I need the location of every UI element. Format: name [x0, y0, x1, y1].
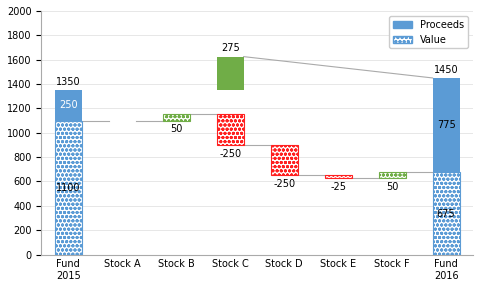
Text: 1100: 1100: [56, 183, 81, 193]
Text: -250: -250: [273, 179, 295, 189]
Text: 1350: 1350: [56, 77, 81, 87]
Bar: [432, 172, 459, 255]
Text: 275: 275: [221, 43, 240, 53]
Bar: [55, 90, 82, 121]
Bar: [216, 57, 244, 90]
Bar: [379, 172, 406, 179]
Legend: Proceeds, Value: Proceeds, Value: [389, 16, 468, 48]
Text: 50: 50: [386, 182, 398, 192]
Text: -25: -25: [330, 182, 346, 192]
Text: 250: 250: [59, 100, 78, 110]
Bar: [271, 145, 298, 175]
Text: 675: 675: [437, 209, 456, 219]
Bar: [432, 78, 459, 172]
Bar: [55, 121, 82, 255]
Text: 50: 50: [170, 124, 182, 134]
Bar: [163, 115, 190, 121]
Bar: [216, 115, 244, 145]
Text: -250: -250: [219, 149, 241, 159]
Text: 1450: 1450: [434, 65, 458, 75]
Bar: [324, 175, 352, 179]
Text: 775: 775: [437, 120, 456, 130]
